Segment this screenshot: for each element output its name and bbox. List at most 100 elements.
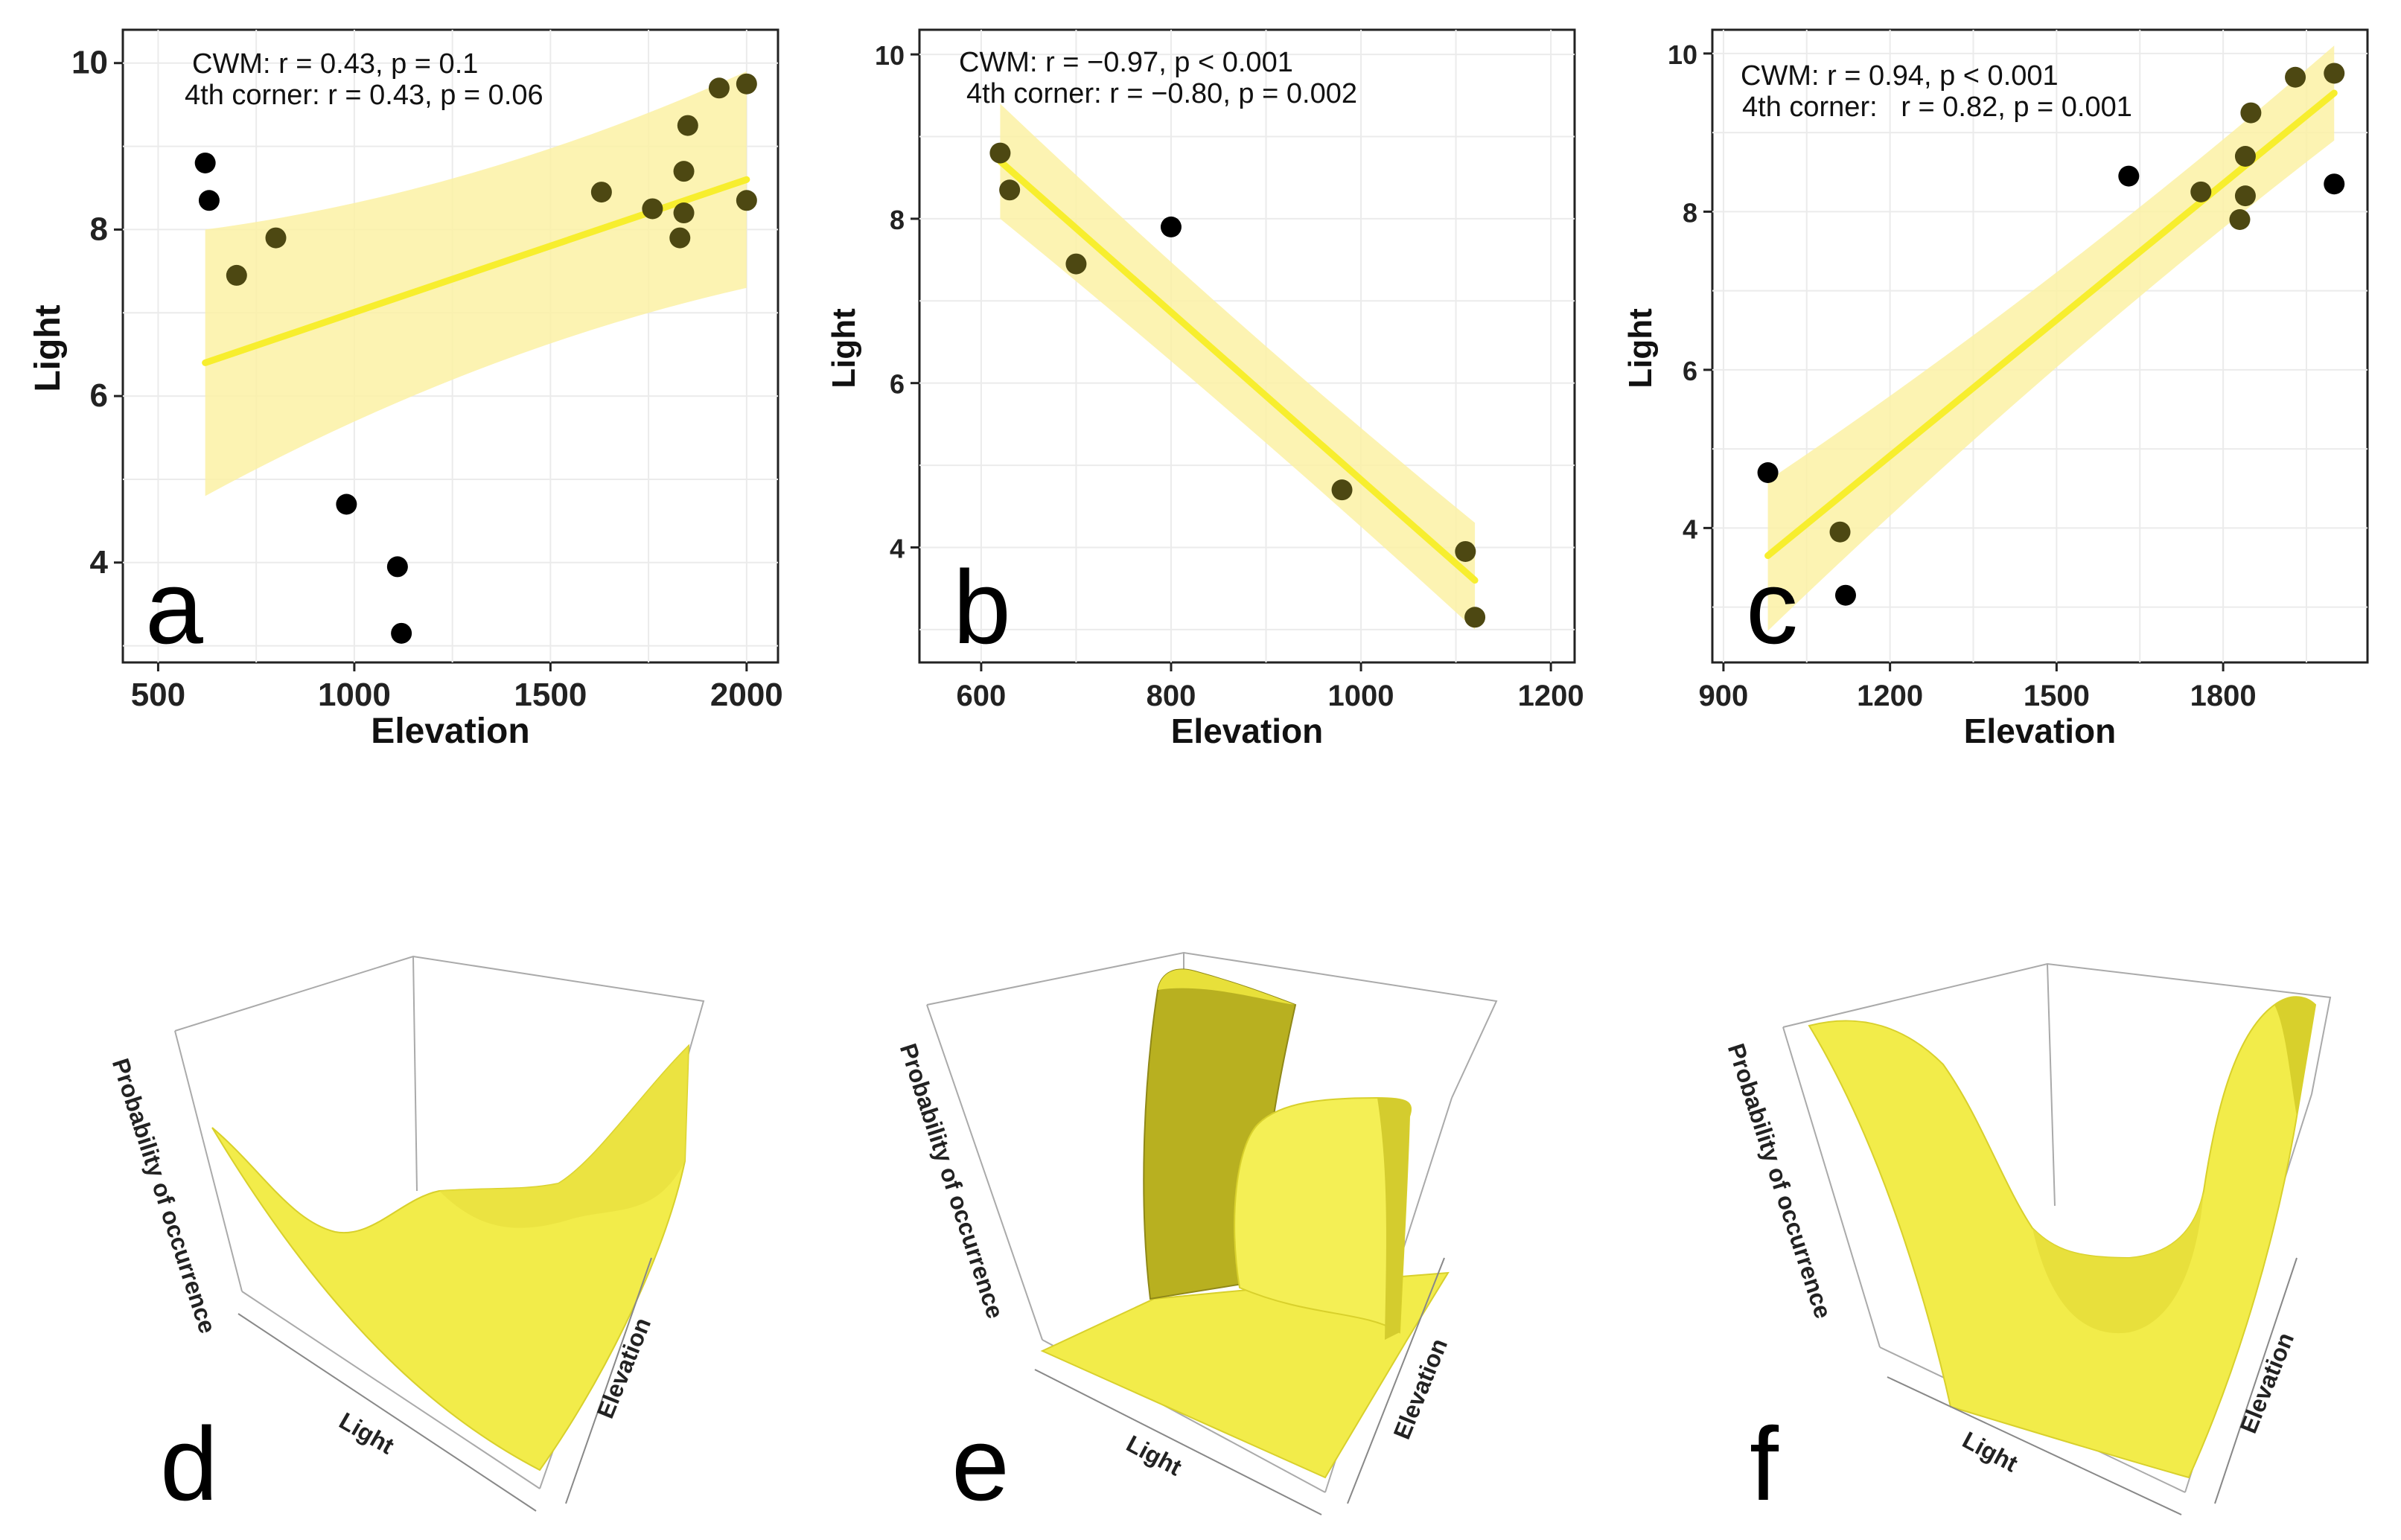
y-tick-label: 6 — [90, 377, 108, 414]
data-point — [677, 115, 698, 136]
fit-line-c — [1764, 89, 2338, 560]
data-point — [386, 556, 408, 578]
surface-panel-d: Probability of occurrence Light Elevatio… — [107, 955, 705, 1522]
annotation-4th-corner-a: 4th corner: r = 0.43, p = 0.06 — [185, 80, 543, 111]
annotation-4th-corner-c: 4th corner: r = 0.82, p = 0.001 — [1742, 92, 2132, 123]
surface-e-plateau-side — [1377, 1098, 1412, 1340]
x-tick-label: 1500 — [514, 677, 587, 713]
fit-line-b — [996, 158, 1479, 584]
data-point — [2324, 173, 2345, 195]
z-axis-label-f: Probability of occurrence — [1723, 1041, 1837, 1322]
data-point — [2234, 185, 2256, 207]
x-tick-label: 800 — [1147, 680, 1196, 712]
x-ticks-a: 500 1000 1500 2000 — [131, 662, 783, 713]
y-tick-label: 10 — [71, 45, 108, 81]
confidence-band-a — [205, 71, 747, 496]
confidence-band-shape — [205, 71, 747, 496]
z-axis-label-d: Probability of occurrence — [107, 1055, 221, 1337]
scatter-panel-b: 600 800 1000 1200 4 6 8 10 CWM: r = −0.97, p <… — [826, 28, 1584, 750]
annotation-cwm-c: CWM: r = 0.94, p < 0.001 — [1741, 60, 2059, 92]
surface-panel-e: Probability of occurrence Light Elevatio… — [895, 951, 1498, 1522]
data-point — [1160, 216, 1182, 237]
panel-letter-f: f — [1750, 1405, 1779, 1522]
data-point — [642, 198, 663, 220]
y-axis-label-f: Elevation — [2234, 1329, 2299, 1437]
data-point — [391, 622, 412, 644]
data-point — [2190, 181, 2212, 202]
x-tick-label: 600 — [957, 680, 1007, 712]
annotation-4th-corner-b: 4th corner: r = −0.80, p = 0.002 — [966, 78, 1357, 109]
data-point — [226, 264, 247, 286]
data-point — [1757, 462, 1779, 483]
y-tick-label: 10 — [1668, 39, 1697, 70]
data-point — [2240, 102, 2262, 124]
y-ticks-c: 4 6 8 10 — [1668, 39, 1712, 544]
data-point — [736, 73, 757, 95]
scatter-panel-c: 900 1200 1500 1800 4 6 8 10 CWM: r = 0.94, p <… — [1622, 28, 2369, 750]
panel-letter-e: e — [951, 1405, 1010, 1522]
x-tick-label: 1000 — [318, 677, 391, 713]
data-point — [708, 77, 730, 99]
x-axis-label-d: Light — [335, 1407, 399, 1459]
data-point — [1834, 584, 1856, 606]
y-tick-label: 4 — [1683, 514, 1697, 544]
y-tick-label: 8 — [90, 211, 108, 247]
panel-letter-b: b — [953, 549, 1011, 665]
points-c — [1757, 63, 2345, 606]
panel-letter-a: a — [145, 549, 203, 665]
y-ticks-a: 4 6 8 10 — [71, 45, 123, 581]
axis-arrows-f — [1887, 1257, 2298, 1515]
panel-letter-d: d — [160, 1405, 218, 1522]
data-point — [999, 179, 1021, 201]
x-ticks-c: 900 1200 1500 1800 — [1699, 662, 2257, 712]
data-point — [2234, 146, 2256, 167]
panel-letter-c: c — [1746, 549, 1798, 665]
z-axis-label-e: Probability of occurrence — [895, 1041, 1009, 1322]
annotation-cwm-b: CWM: r = −0.97, p < 0.001 — [959, 47, 1293, 78]
data-point — [1455, 540, 1476, 562]
x-tick-label: 1500 — [2024, 680, 2090, 712]
regression-line — [1764, 89, 2338, 560]
data-point — [2118, 165, 2140, 187]
axis-arrows-d — [237, 1257, 652, 1512]
data-point — [265, 227, 287, 249]
data-point — [736, 190, 757, 211]
points-a — [194, 73, 757, 644]
data-point — [590, 182, 612, 203]
surface-panel-f: Probability of occurrence Light Elevatio… — [1723, 962, 2332, 1522]
data-point — [673, 202, 695, 224]
surface-f-ridge-right — [2274, 997, 2315, 1116]
surface-f — [1808, 996, 2317, 1479]
x-tick-label: 900 — [1699, 680, 1749, 712]
y-tick-label: 6 — [1683, 356, 1697, 386]
points-b — [989, 142, 1486, 628]
x-axis-label-b: Elevation — [1171, 712, 1324, 750]
scatter-panel-a: 500 1000 1500 2000 4 6 8 10 CWM: r = 0.43, p =… — [28, 28, 783, 751]
data-point — [673, 161, 695, 182]
data-point — [669, 227, 691, 249]
data-point — [194, 152, 216, 173]
axis-arrows-e — [1034, 1257, 1445, 1515]
x-tick-label: 1200 — [1518, 680, 1584, 712]
regression-line — [996, 158, 1479, 584]
x-tick-label: 2000 — [710, 677, 783, 713]
data-point — [989, 142, 1011, 164]
x-tick-label: 1000 — [1328, 680, 1394, 712]
annotation-cwm-a: CWM: r = 0.43, p = 0.1 — [192, 48, 478, 80]
x-axis-label-a: Elevation — [371, 712, 529, 751]
y-tick-label: 10 — [875, 40, 905, 71]
x-axis-label-e: Light — [1122, 1430, 1186, 1481]
data-point — [1065, 253, 1087, 275]
surface-e-ridge-top — [1158, 969, 1295, 1005]
y-tick-label: 4 — [890, 533, 905, 563]
x-axis-label-c: Elevation — [1964, 712, 2117, 750]
y-tick-label: 4 — [90, 544, 109, 581]
y-ticks-b: 4 6 8 10 — [875, 40, 919, 563]
data-point — [1464, 607, 1486, 628]
y-axis-label-c: Light — [1622, 308, 1659, 389]
data-point — [1331, 479, 1353, 501]
surface-d-shade — [439, 1046, 689, 1228]
y-axis-label-a: Light — [28, 304, 68, 392]
data-point — [2285, 66, 2306, 88]
